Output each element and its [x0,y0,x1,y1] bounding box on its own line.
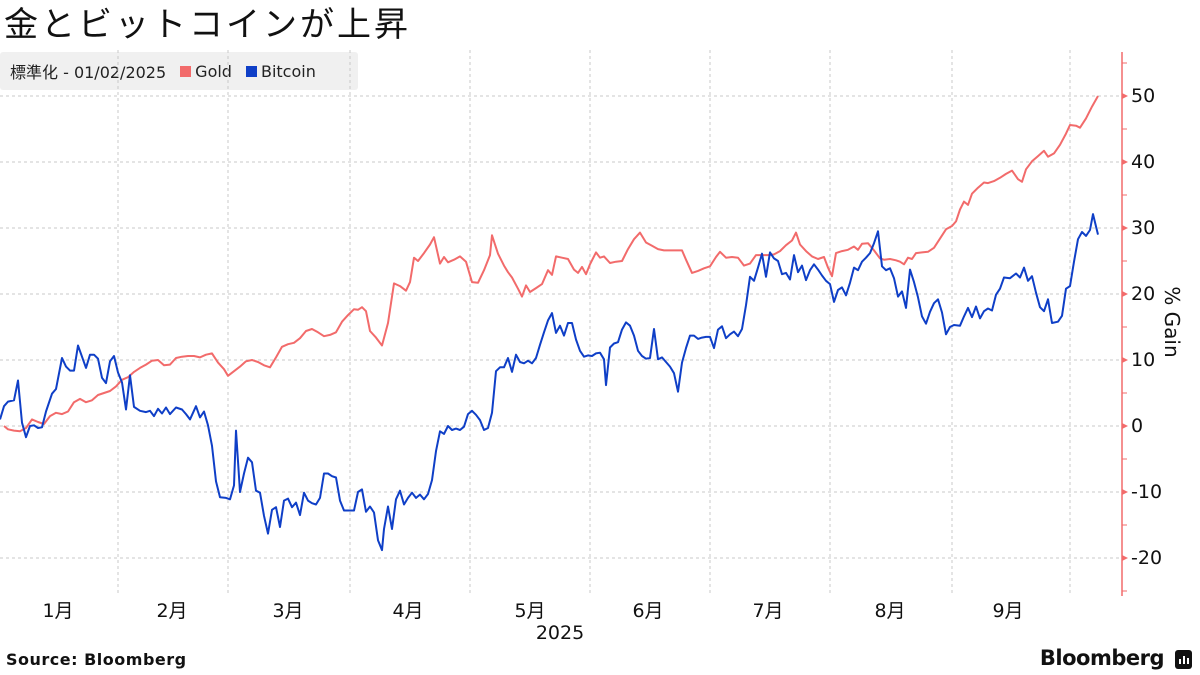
source-note: Source: Bloomberg [6,650,187,669]
legend-item-bitcoin: Bitcoin [245,61,316,81]
x-tick-mar: 3月 [272,600,304,622]
gold-swatch-icon [180,65,192,77]
y-tick-minus-10: -10 [1131,481,1163,503]
x-tick-jun: 6月 [632,600,664,622]
x-tick-aug: 8月 [874,600,906,622]
legend-item-gold: Gold [180,62,232,81]
y-tick-0: 0 [1131,415,1144,437]
bitcoin-swatch-icon [245,65,257,77]
y-tick-30: 30 [1131,217,1156,239]
x-year-label: 2025 [535,622,585,644]
legend-normalized-label: 標準化 - 01/02/2025 [10,63,167,82]
y-tick-20: 20 [1131,283,1156,305]
x-tick-jan: 1月 [42,600,74,622]
legend-gold-label: Gold [195,61,232,81]
legend-bitcoin-label: Bitcoin [260,61,316,81]
y-tick-50: 50 [1131,85,1156,107]
x-tick-jul: 7月 [752,600,784,622]
grid-lines [0,50,1120,596]
x-tick-apr: 4月 [392,600,424,622]
gold-line [3,95,1099,433]
y-tick-40: 40 [1131,151,1156,173]
chart-title: 金とビットコインが上昇 [4,5,411,45]
bloomberg-chart-icon [1175,650,1192,669]
x-tick-may: 5月 [514,600,546,622]
y-tick-minus-20: -20 [1131,547,1163,569]
legend: 標準化 - 01/02/2025 Gold Bitcoin [0,52,358,90]
bitcoin-line [0,213,1099,552]
y-axis-title: % Gain [1160,286,1184,358]
bloomberg-logo: Bloomberg [1039,646,1165,670]
y-axis [1121,52,1128,596]
x-tick-feb: 2月 [156,600,188,622]
y-tick-10: 10 [1131,349,1156,371]
x-tick-sep: 9月 [992,600,1024,622]
